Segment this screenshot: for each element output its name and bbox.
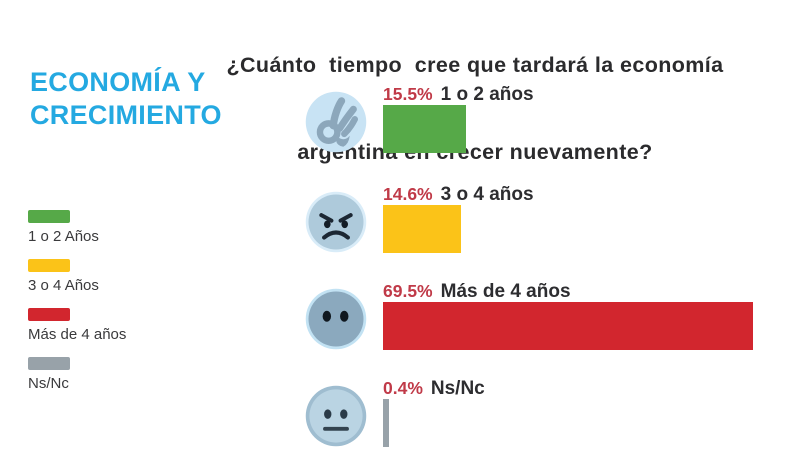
ok-hand-icon [303, 89, 369, 155]
section-title-line1: ECONOMÍA Y [30, 67, 206, 97]
bar [383, 399, 389, 447]
bar-label: 15.5% 1 o 2 años [383, 84, 534, 106]
bar-percent: 0.4% [383, 378, 423, 398]
chart-row: 0.4% Ns/Nc [303, 378, 773, 453]
section-title: ECONOMÍA Y CRECIMIENTO [30, 66, 222, 132]
legend-label: 1 o 2 Años [28, 228, 99, 245]
bar-percent: 69.5% [383, 281, 433, 301]
chart-row: 14.6% 3 o 4 años [303, 184, 773, 264]
bar-category: Más de 4 años [440, 281, 571, 302]
chart-row: 69.5% Más de 4 años [303, 281, 773, 361]
legend: 1 o 2 Años 3 o 4 Años Más de 4 años Ns/Nc [28, 210, 126, 406]
legend-label: 3 o 4 Años [28, 277, 99, 294]
bar-category: 3 o 4 años [440, 184, 534, 205]
bar [383, 205, 461, 253]
bar-label: 0.4% Ns/Nc [383, 378, 485, 400]
wide-eyes-face-icon [303, 286, 369, 352]
page-title-line1: ¿Cuánto tiempo cree que tardará la econo… [226, 53, 724, 77]
legend-item: 3 o 4 Años [28, 259, 126, 295]
legend-item: 1 o 2 Años [28, 210, 126, 246]
bar-percent: 15.5% [383, 84, 433, 104]
bar-category: Ns/Nc [430, 378, 485, 399]
legend-item: Más de 4 años [28, 308, 126, 344]
bar [383, 302, 753, 350]
legend-label: Más de 4 años [28, 326, 127, 343]
legend-item: Ns/Nc [28, 357, 126, 393]
bar-label: 69.5% Más de 4 años [383, 281, 571, 303]
angry-face-icon [303, 189, 369, 255]
chart-row: 15.5% 1 o 2 años [303, 84, 773, 164]
legend-label: Ns/Nc [28, 375, 69, 392]
legend-swatch [28, 308, 70, 321]
legend-swatch [28, 210, 70, 223]
bar-category: 1 o 2 años [440, 84, 534, 105]
legend-swatch [28, 259, 70, 272]
section-title-line2: CRECIMIENTO [30, 100, 222, 130]
neutral-face-icon [303, 383, 369, 449]
bar-label: 14.6% 3 o 4 años [383, 184, 534, 206]
bar-percent: 14.6% [383, 184, 433, 204]
legend-swatch [28, 357, 70, 370]
bar [383, 105, 466, 153]
